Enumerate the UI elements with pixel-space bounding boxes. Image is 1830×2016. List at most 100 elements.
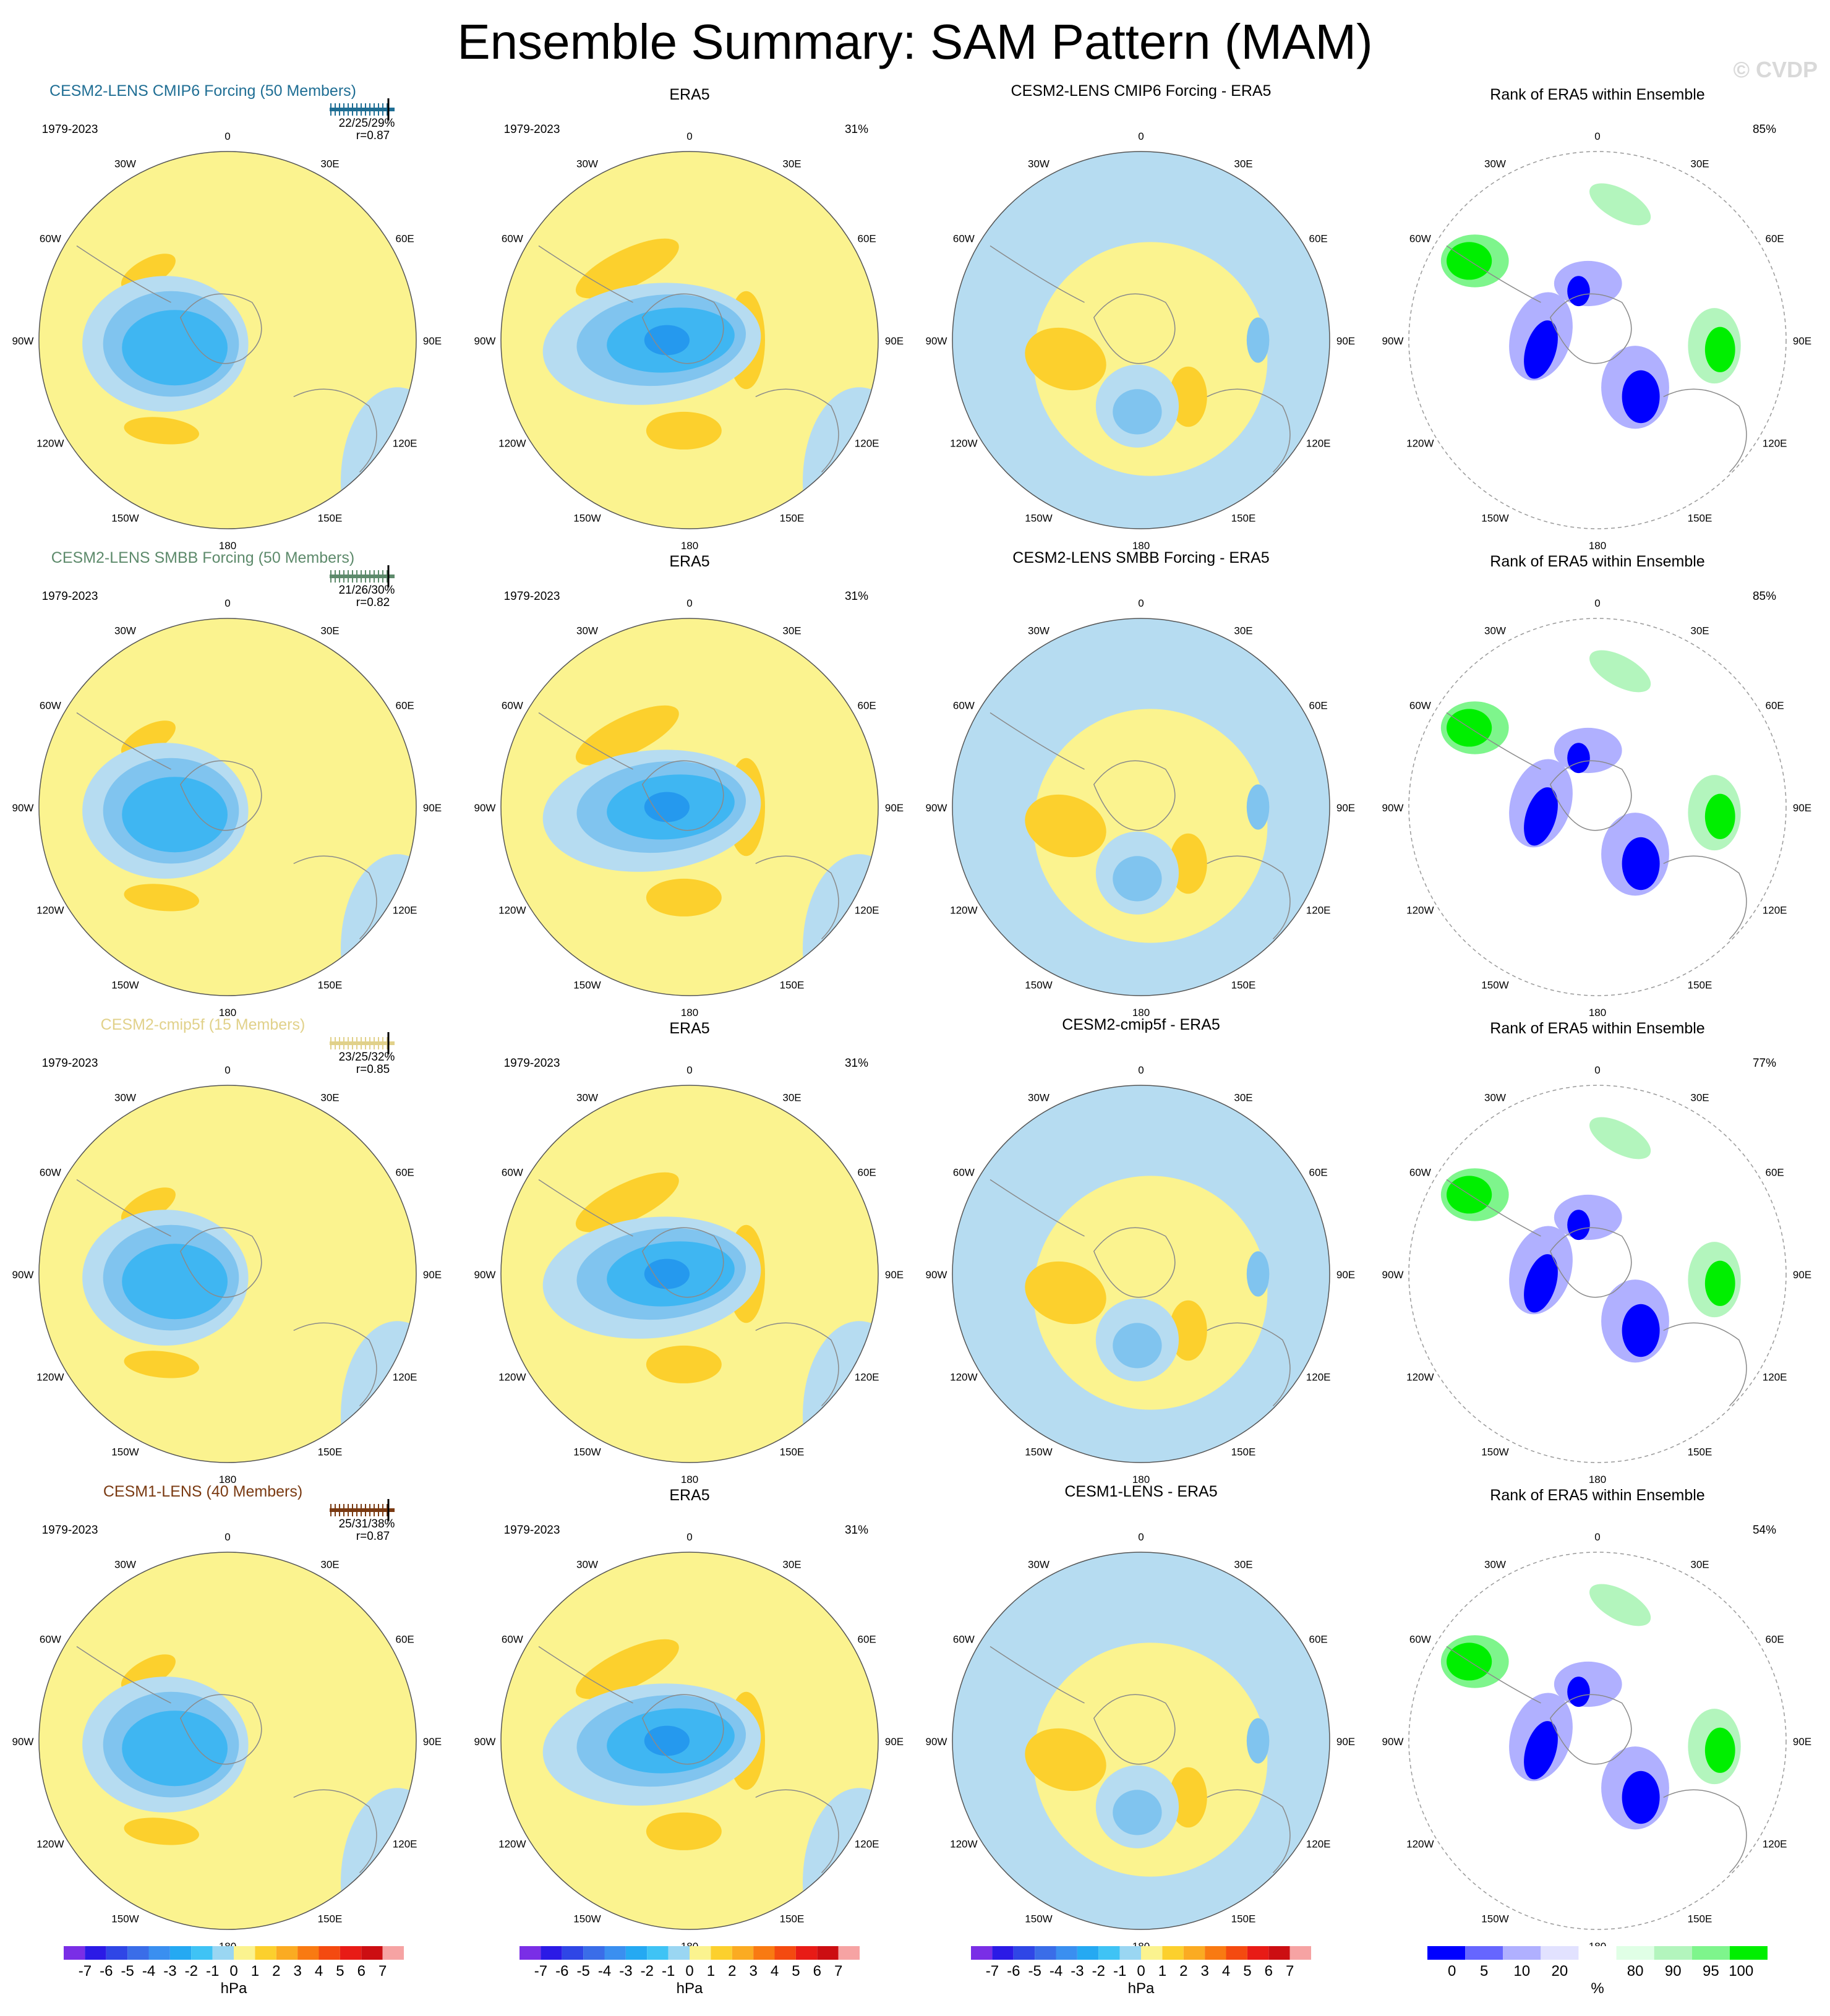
lon-label: 30E xyxy=(1690,625,1709,636)
era5-map-3-coastline-aus xyxy=(755,1322,839,1407)
lon-label: 0 xyxy=(1138,597,1144,609)
colorbar-swatch xyxy=(1654,1946,1692,1960)
colorbar-tick-label: -7 xyxy=(79,1963,92,1980)
period-label: 1979-2023 xyxy=(42,123,98,136)
rank-map-3-contour xyxy=(1524,1254,1558,1313)
colorbar-swatch xyxy=(774,1946,796,1960)
lon-label: 60E xyxy=(1309,233,1328,245)
pct-variance-stats: 21/26/30% xyxy=(339,584,395,597)
colorbar-swatch xyxy=(276,1946,298,1960)
lon-label: 0 xyxy=(686,130,692,142)
lon-label: 0 xyxy=(1594,1531,1600,1543)
era5-map-1-contour xyxy=(644,325,690,356)
period-label: 1979-2023 xyxy=(42,1524,98,1537)
difference-map-4: 030E60E90E120E150E180150W120W90W60W30WCE… xyxy=(926,1483,1356,1952)
lon-label: 120W xyxy=(36,1839,64,1850)
era5-map-2-border xyxy=(500,618,879,996)
lon-label: 120W xyxy=(36,438,64,450)
lon-label: 180 xyxy=(219,540,236,552)
difference-map-1-contour xyxy=(1025,327,1106,391)
difference-map-1-coastline xyxy=(1093,293,1176,364)
era5-title: ERA5 xyxy=(669,86,709,103)
lon-label: 150E xyxy=(1231,1913,1256,1925)
colorbar-swatch xyxy=(1013,1946,1035,1960)
lon-label: 0 xyxy=(224,1064,230,1076)
rank-map-2-coastline xyxy=(1549,760,1632,831)
rank-map-2-background xyxy=(1409,618,1786,996)
lon-label: 0 xyxy=(1138,1064,1144,1076)
colorbar-swatch xyxy=(1616,1946,1654,1960)
era5-title: ERA5 xyxy=(669,1020,709,1037)
model-map-4-contour xyxy=(122,1711,228,1787)
colorbar-swatch xyxy=(711,1946,732,1960)
rank-title: Rank of ERA5 within Ensemble xyxy=(1490,1020,1704,1037)
lon-label: 30E xyxy=(782,1558,801,1570)
difference-title: CESM2-LENS SMBB Forcing - ERA5 xyxy=(1012,549,1269,566)
colorbar-swatch xyxy=(753,1946,775,1960)
lon-label: 60E xyxy=(396,1634,414,1646)
lon-label: 150W xyxy=(111,1913,139,1925)
page-title: Ensemble Summary: SAM Pattern (MAM) xyxy=(457,14,1373,69)
rank-map-2-coastline-sam xyxy=(1446,712,1541,770)
lon-label: 30E xyxy=(320,1091,339,1103)
era5-map-2-coastline-aus xyxy=(755,855,839,940)
lon-label: 30E xyxy=(782,158,801,169)
model-map-2-coastline-aus xyxy=(293,855,377,940)
lon-label: 90W xyxy=(926,335,947,347)
model-map-4-border xyxy=(38,1552,417,1930)
colorbar-tick-label: -6 xyxy=(1007,1963,1020,1980)
rank-title: Rank of ERA5 within Ensemble xyxy=(1490,1487,1704,1504)
colorbar-swatch xyxy=(668,1946,690,1960)
colorbar-tick-label: 100 xyxy=(1729,1963,1753,1980)
lon-label: 30E xyxy=(782,625,801,636)
era5-map-4: 030E60E90E120E150E180150W120W90W60W30WER… xyxy=(474,1487,904,1952)
lon-label: 150E xyxy=(780,980,805,991)
lon-label: 120E xyxy=(1306,905,1331,916)
lon-label: 180 xyxy=(1132,1474,1150,1485)
colorbar-tick-label: -4 xyxy=(1050,1963,1063,1980)
lon-label: 150E xyxy=(318,513,343,524)
lon-label: 30W xyxy=(576,625,598,636)
difference-title: CESM2-cmip5f - ERA5 xyxy=(1062,1016,1220,1033)
era5-map-4-contour xyxy=(575,1639,679,1699)
lon-label: 150W xyxy=(573,1446,601,1458)
model-map-3: 0 30E 60E 90E 120E 150E 180 150W 120W 90W 60W 30W CE… xyxy=(12,1016,442,1485)
difference-map-4-contour xyxy=(1025,1728,1106,1792)
colorbar-swatch xyxy=(625,1946,648,1960)
model-title: CESM1-LENS (40 Members) xyxy=(103,1483,302,1500)
rank-map-3: 0 30E 60E 90E 120E 150E 180 150W 120W 90W 60W 30W Ra… xyxy=(1382,1020,1812,1485)
lon-label: 0 xyxy=(686,597,692,609)
lon-label: 120W xyxy=(498,1372,526,1383)
colorbar-tick-label: 1 xyxy=(251,1963,259,1980)
lon-label: 180 xyxy=(681,1474,698,1485)
era5-map-4-coastline-aus xyxy=(755,1789,839,1874)
rank-map-2-contour xyxy=(1567,743,1590,774)
colorbar-swatch xyxy=(191,1946,213,1960)
lon-label: 90W xyxy=(1382,802,1404,814)
model-map-2-contour xyxy=(122,777,228,853)
lon-label: 90W xyxy=(1382,1736,1404,1748)
era5-map-4-coastline-sam xyxy=(538,1646,633,1704)
model-map-2-coastline-sam xyxy=(76,712,171,770)
colorbar-swatch xyxy=(1098,1946,1120,1960)
colorbar-swatch xyxy=(971,1946,993,1960)
lon-label: 120E xyxy=(393,438,417,450)
lon-label: 60W xyxy=(502,1634,523,1646)
lon-label: 90E xyxy=(1793,1736,1811,1748)
era5-map-1-border xyxy=(500,151,879,529)
lon-label: 30E xyxy=(320,1558,339,1570)
colorbar-swatch xyxy=(817,1946,839,1960)
lon-label: 150W xyxy=(111,980,139,991)
lon-label: 0 xyxy=(686,1064,692,1076)
model-map-4: 030E60E90E120E150E180150W120W90W60W30WCE… xyxy=(12,1483,442,1952)
model-title: CESM2-cmip5f (15 Members) xyxy=(101,1016,306,1033)
colorbar-tick-label: 10 xyxy=(1513,1963,1530,1980)
lon-label: 30W xyxy=(114,158,136,169)
rank-pct: 85% xyxy=(1753,590,1776,603)
lon-label: 90E xyxy=(1793,1269,1811,1281)
lon-label: 90E xyxy=(423,1269,442,1281)
lon-label: 120W xyxy=(950,905,977,916)
lon-label: 30W xyxy=(114,1091,136,1103)
pattern-correlation: r=0.82 xyxy=(356,596,390,609)
colorbar-swatch xyxy=(340,1946,362,1960)
